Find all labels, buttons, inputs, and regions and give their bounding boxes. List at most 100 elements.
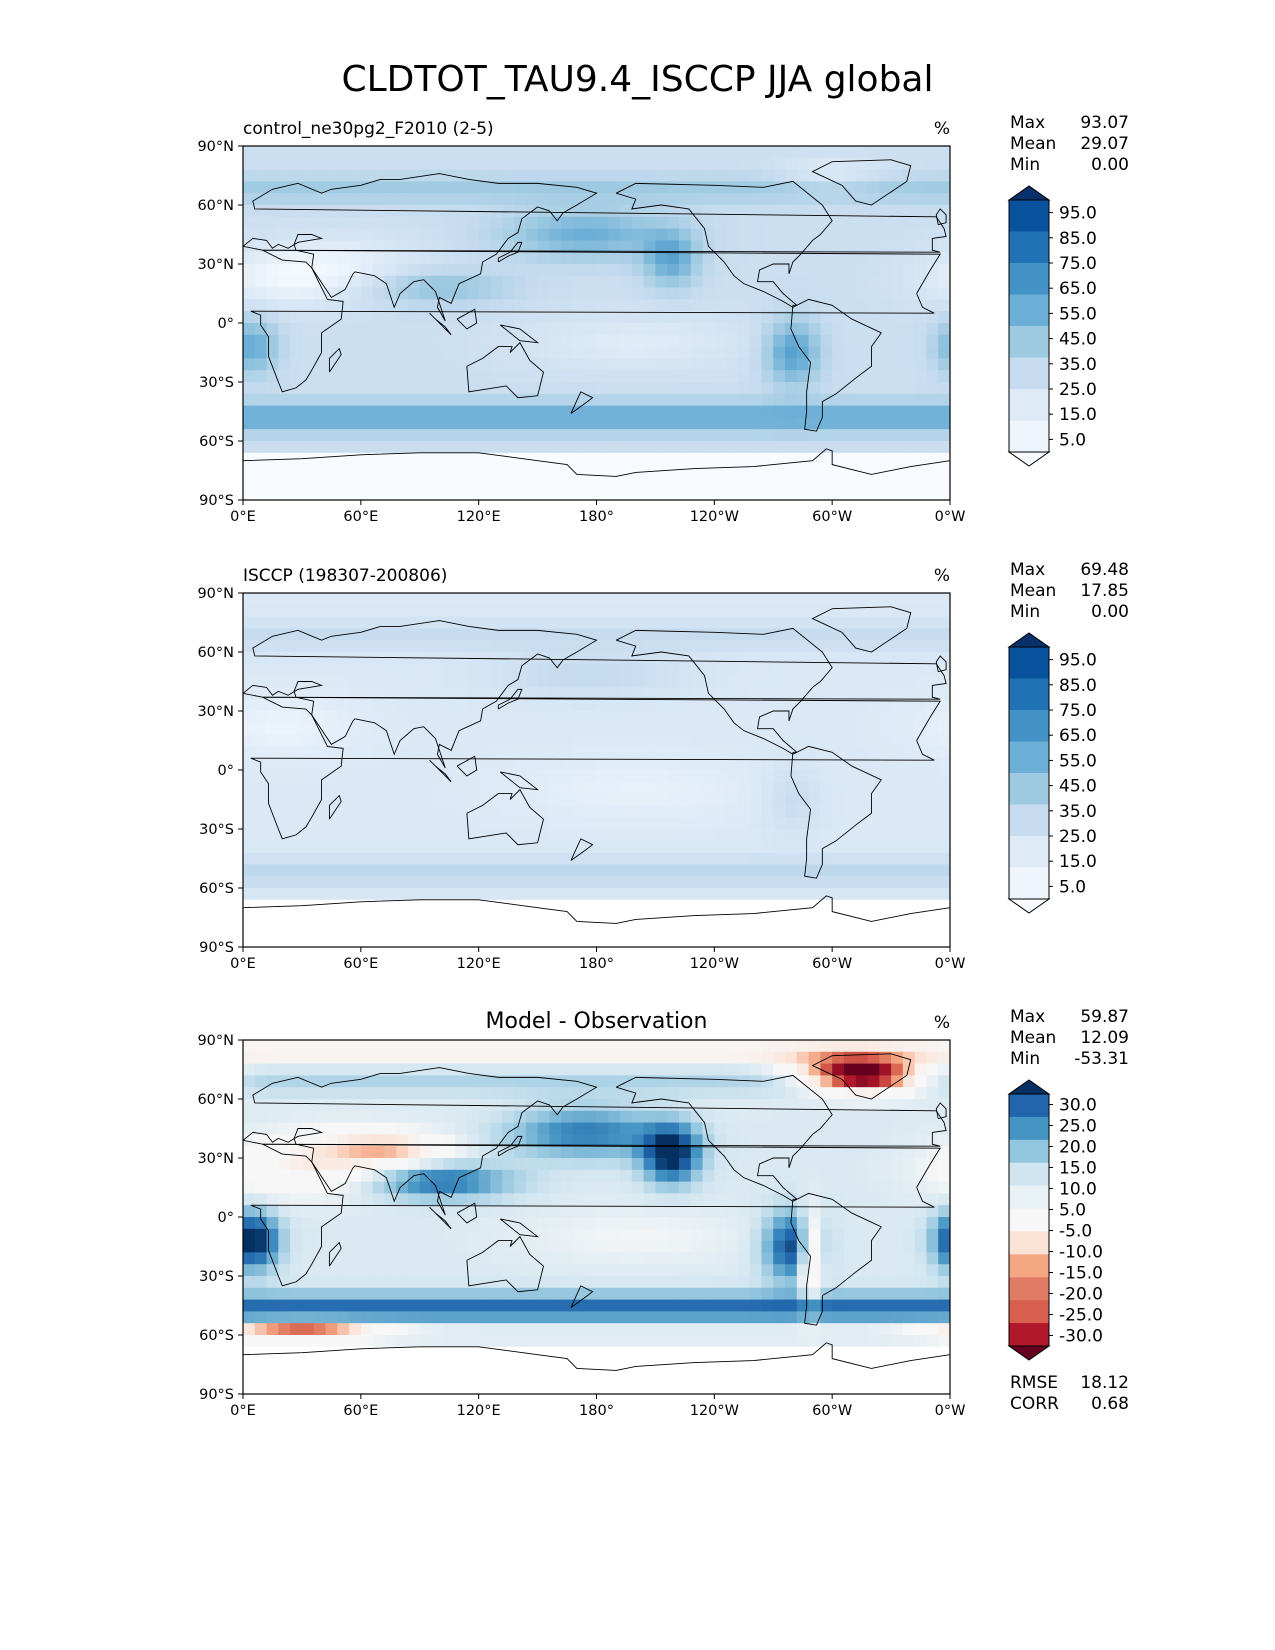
colorbar-segment [1009,1254,1049,1278]
lon-tick-label: 0°W [935,1403,966,1419]
coastline [429,759,452,783]
coastline [790,1192,882,1326]
colorbar-label: -20.0 [1059,1285,1103,1305]
colorbar-label: 65.0 [1059,726,1097,746]
stat-value: 0.00 [1091,155,1129,175]
coastline [243,895,950,924]
stat-label: Max [1010,560,1045,580]
coastline [456,308,478,330]
colorbar-segment [1009,420,1049,453]
panel-units: % [934,1013,950,1033]
colorbar-segment [1009,710,1049,742]
coastline [456,755,478,777]
coastline [499,771,540,791]
colorbar-segment [1009,1116,1049,1141]
coastline [328,794,342,820]
panel-center-title: Model - Observation [486,1009,708,1034]
colorbar-label: 30.0 [1059,1096,1097,1116]
lat-tick-label: 30°N [197,704,234,720]
panel-left-title: control_ne30pg2_F2010 (2-5) [243,119,494,139]
lon-tick-label: 120°E [457,1403,501,1419]
colorbar-label: -15.0 [1059,1264,1103,1284]
extra-stat-value: 0.68 [1091,1394,1129,1414]
coastline [328,347,342,373]
lon-tick-label: 120°W [690,509,739,525]
colorbar-label: 15.0 [1059,405,1097,425]
coastline [466,1235,544,1293]
lat-tick-label: 60°S [199,1328,234,1344]
stat-label: Max [1010,113,1045,133]
coastline [429,1206,452,1230]
colorbar-label: 5.0 [1059,877,1086,897]
colorbar-label: 35.0 [1059,355,1097,375]
coastline [615,627,833,755]
colorbar-extend-max [1007,632,1051,648]
lat-tick-label: 90°S [199,1387,234,1403]
lon-tick-label: 60°W [812,956,852,972]
coastline [499,1218,540,1238]
extra-stat-label: RMSE [1010,1373,1058,1393]
coastline [935,1102,947,1120]
colorbar-segment [1009,1300,1049,1324]
coastline [615,180,833,308]
colorbar-label: 55.0 [1059,304,1097,324]
coastline [811,159,912,206]
coastline [466,341,544,399]
colorbar-label: 15.0 [1059,852,1097,872]
lon-tick-label: 0°E [230,1403,256,1419]
stat-label: Mean [1010,1028,1056,1048]
colorbar-segment [1009,1323,1049,1347]
colorbar-segment [1009,773,1049,805]
colorbar-label: 95.0 [1059,651,1097,671]
coastline [570,1285,594,1308]
coastline [499,324,540,344]
coastline [243,1067,947,1216]
stat-label: Max [1010,1007,1045,1027]
lat-tick-label: 90°N [197,586,234,602]
coastline [243,448,950,477]
colorbar-segment [1009,836,1049,868]
colorbar-label: -30.0 [1059,1327,1103,1347]
stat-value: 29.07 [1080,134,1129,154]
colorbar-extend-max [1007,1079,1051,1095]
coastline [243,1342,950,1371]
lon-tick-label: 60°E [343,956,378,972]
lat-tick-label: 90°S [199,493,234,509]
lat-tick-label: 60°S [199,434,234,450]
lon-tick-label: 120°E [457,956,501,972]
coastline [615,1074,833,1202]
lon-tick-label: 0°W [935,956,966,972]
extra-stat-value: 18.12 [1080,1373,1129,1393]
colorbar-label: 55.0 [1059,751,1097,771]
colorbar-segment [1009,263,1049,295]
extra-stat-label: CORR [1010,1394,1059,1414]
lat-tick-label: 60°N [197,198,234,214]
colorbar-label: 65.0 [1059,279,1097,299]
colorbar-label: 75.0 [1059,254,1097,274]
colorbar-segment [1009,389,1049,421]
lat-tick-label: 0° [218,1210,234,1226]
lon-tick-label: 180° [579,509,614,525]
colorbar-extend-min [1007,1345,1051,1361]
colorbar-segment [1009,357,1049,390]
stat-label: Mean [1010,581,1056,601]
colorbar-label: 45.0 [1059,777,1097,797]
coastline [250,249,941,393]
lat-tick-label: 60°N [197,1092,234,1108]
coastline [790,745,882,879]
colorbar-label: 20.0 [1059,1138,1097,1158]
colorbar-segment [1009,231,1049,264]
lon-tick-label: 120°W [690,1403,739,1419]
panel-units: % [934,119,950,139]
stat-label: Min [1010,155,1040,175]
colorbar-segment [1009,1185,1049,1210]
lon-tick-label: 0°E [230,956,256,972]
colorbar-label: 85.0 [1059,229,1097,249]
colorbar-segment [1009,678,1049,711]
coastline [250,1143,941,1287]
stat-label: Min [1010,602,1040,622]
coastline [811,606,912,653]
panel-left-title: ISCCP (198307-200806) [243,566,447,586]
coastline [497,1135,523,1157]
coastline [466,788,544,846]
